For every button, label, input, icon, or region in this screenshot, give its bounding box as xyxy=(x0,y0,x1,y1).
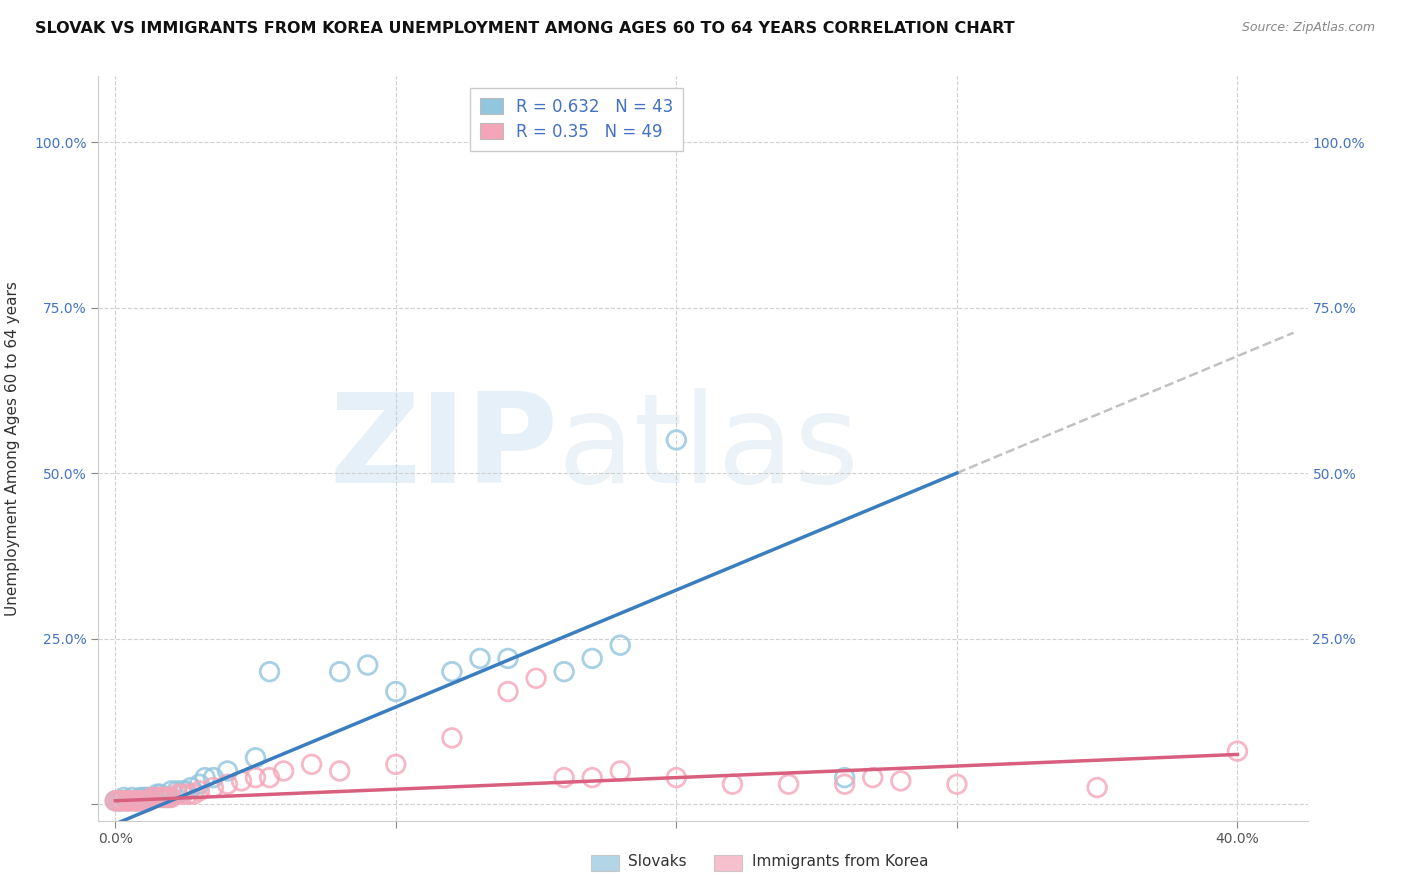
Point xyxy=(609,764,631,778)
Point xyxy=(188,784,211,798)
Point xyxy=(152,790,174,805)
Legend: R = 0.632   N = 43, R = 0.35   N = 49: R = 0.632 N = 43, R = 0.35 N = 49 xyxy=(470,88,683,151)
Point xyxy=(127,794,149,808)
Point xyxy=(174,784,197,798)
Point xyxy=(157,790,180,805)
Point xyxy=(166,787,188,801)
Point xyxy=(202,771,225,785)
Point xyxy=(110,794,132,808)
Point xyxy=(129,790,152,805)
Point xyxy=(259,771,281,785)
Point xyxy=(146,790,169,805)
Point xyxy=(385,684,408,698)
Point xyxy=(440,731,463,745)
Point xyxy=(149,790,172,805)
Point xyxy=(132,794,155,808)
Point xyxy=(152,790,174,805)
Point xyxy=(834,771,856,785)
Point xyxy=(160,790,183,805)
Point xyxy=(862,771,884,785)
Point xyxy=(110,794,132,808)
Point xyxy=(104,794,127,808)
Point xyxy=(609,638,631,652)
Point xyxy=(245,750,267,764)
Point xyxy=(183,787,205,801)
Point xyxy=(132,790,155,805)
Point xyxy=(115,794,138,808)
Point xyxy=(188,777,211,791)
Point xyxy=(141,790,163,805)
Point xyxy=(138,794,160,808)
Text: Source: ZipAtlas.com: Source: ZipAtlas.com xyxy=(1241,21,1375,35)
Point xyxy=(357,658,380,673)
Point xyxy=(301,757,323,772)
Point xyxy=(166,784,188,798)
Point xyxy=(245,771,267,785)
Point xyxy=(157,790,180,805)
Point xyxy=(202,780,225,795)
Point xyxy=(217,764,239,778)
Point xyxy=(118,794,141,808)
Point xyxy=(665,433,688,447)
Point xyxy=(107,794,129,808)
Point xyxy=(121,794,143,808)
Point xyxy=(581,771,603,785)
Point xyxy=(135,790,157,805)
Point xyxy=(1085,780,1108,795)
Point xyxy=(115,794,138,808)
Point xyxy=(138,790,160,805)
Point xyxy=(329,764,352,778)
Text: ZIP: ZIP xyxy=(329,388,558,508)
Point xyxy=(143,790,166,805)
Point xyxy=(946,777,969,791)
Point xyxy=(1226,744,1249,758)
Text: Slovaks: Slovaks xyxy=(628,855,688,869)
Point xyxy=(385,757,408,772)
Point xyxy=(553,665,575,679)
Point xyxy=(127,794,149,808)
Point xyxy=(834,777,856,791)
Point xyxy=(172,787,194,801)
Point xyxy=(259,665,281,679)
Point xyxy=(112,790,135,805)
Point xyxy=(135,794,157,808)
Point xyxy=(146,787,169,801)
Point xyxy=(107,794,129,808)
Point xyxy=(124,794,146,808)
Point xyxy=(141,790,163,805)
Point xyxy=(496,684,519,698)
Point xyxy=(524,671,547,685)
Point xyxy=(112,794,135,808)
Point xyxy=(194,771,217,785)
Point xyxy=(665,771,688,785)
Y-axis label: Unemployment Among Ages 60 to 64 years: Unemployment Among Ages 60 to 64 years xyxy=(6,281,20,615)
Point xyxy=(231,773,253,788)
Point xyxy=(180,780,202,795)
Point xyxy=(581,651,603,665)
Text: atlas: atlas xyxy=(558,388,860,508)
Point xyxy=(721,777,744,791)
Point xyxy=(118,794,141,808)
Point xyxy=(329,665,352,679)
Text: SLOVAK VS IMMIGRANTS FROM KOREA UNEMPLOYMENT AMONG AGES 60 TO 64 YEARS CORRELATI: SLOVAK VS IMMIGRANTS FROM KOREA UNEMPLOY… xyxy=(35,21,1015,37)
Point xyxy=(160,784,183,798)
Point xyxy=(149,787,172,801)
Point xyxy=(155,790,177,805)
Point xyxy=(778,777,800,791)
Point xyxy=(496,651,519,665)
Point xyxy=(104,794,127,808)
Point xyxy=(553,771,575,785)
Point xyxy=(468,651,491,665)
Point xyxy=(124,794,146,808)
Point xyxy=(177,787,200,801)
Text: Immigrants from Korea: Immigrants from Korea xyxy=(752,855,929,869)
Point xyxy=(121,790,143,805)
Point xyxy=(129,794,152,808)
Point xyxy=(155,790,177,805)
Point xyxy=(890,773,912,788)
Point xyxy=(217,777,239,791)
Point xyxy=(273,764,295,778)
Point xyxy=(440,665,463,679)
Point xyxy=(172,784,194,798)
